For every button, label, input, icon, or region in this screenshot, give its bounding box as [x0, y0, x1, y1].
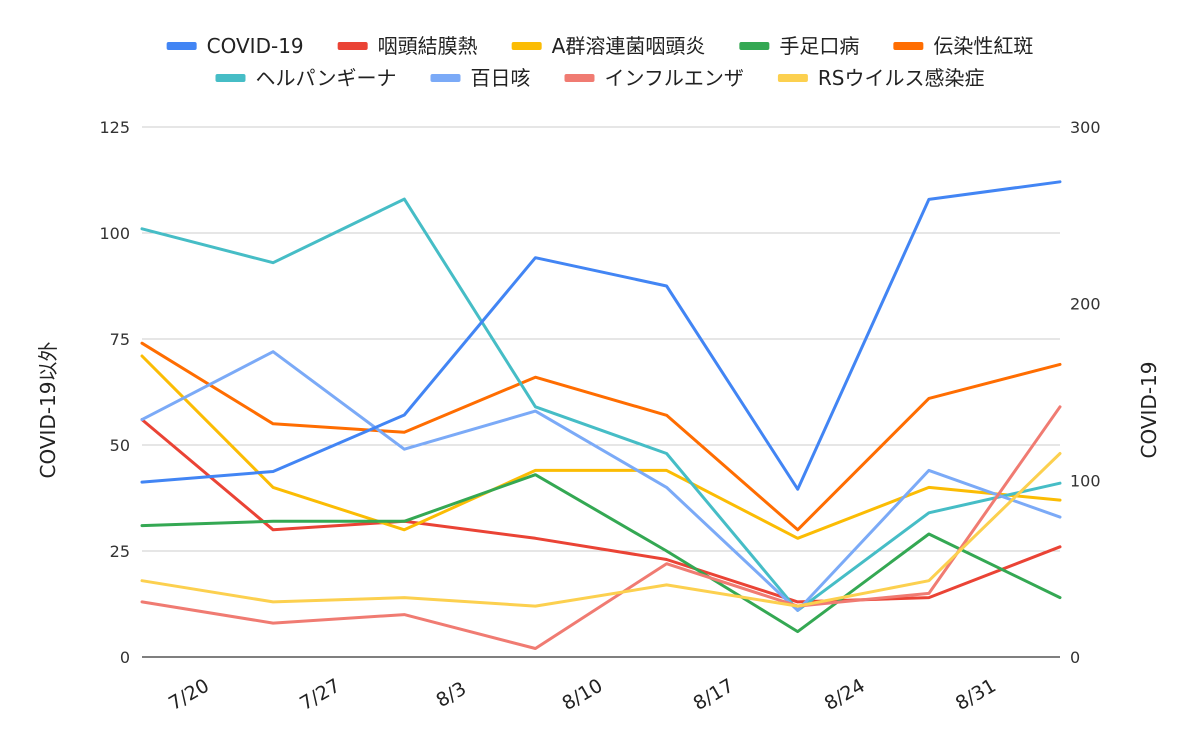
legend-label: RSウイルス感染症 — [818, 66, 985, 90]
series-line — [140, 341, 1062, 532]
legend-item[interactable]: COVID-19 — [166, 34, 304, 58]
right-tick-label: 100 — [1070, 471, 1101, 490]
legend-item[interactable]: 咽頭結膜熱 — [337, 34, 478, 58]
right-axis-ticks: 0 100 200 300 — [1070, 118, 1101, 667]
legend-label: ヘルパンギーナ — [256, 66, 397, 90]
legend-swatch — [893, 42, 924, 50]
legend-item[interactable]: 伝染性紅斑 — [893, 34, 1033, 58]
x-tick-label: 8/10 — [558, 675, 606, 715]
left-axis-title: COVID-19以外 — [36, 341, 60, 478]
legend-swatch — [511, 42, 542, 50]
x-tick-label: 7/20 — [165, 675, 213, 715]
legend-item[interactable]: 手足口病 — [739, 34, 859, 58]
left-tick-label: 0 — [120, 648, 130, 667]
series-line — [140, 473, 1062, 634]
left-tick-label: 25 — [110, 542, 130, 561]
legend-label: COVID-19 — [207, 34, 304, 58]
legend-swatch — [430, 74, 461, 82]
left-tick-label: 75 — [110, 330, 130, 349]
x-tick-label: 8/24 — [821, 675, 869, 715]
series-line — [140, 405, 1062, 650]
x-tick-label: 8/17 — [690, 675, 738, 715]
legend-item[interactable]: インフルエンザ — [564, 66, 744, 90]
series-line — [140, 180, 1062, 491]
series-line — [140, 354, 1062, 540]
right-tick-label: 300 — [1070, 118, 1101, 137]
legend-item[interactable]: 百日咳 — [430, 66, 531, 90]
x-axis-ticks: 7/20 7/27 8/3 8/10 8/17 8/24 8/31 — [165, 675, 1000, 715]
right-axis-title: COVID-19 — [1137, 361, 1161, 458]
x-tick-label: 8/3 — [433, 678, 470, 712]
series-lines — [140, 180, 1062, 650]
legend-swatch — [564, 74, 595, 82]
left-tick-label: 100 — [99, 224, 130, 243]
legend-item[interactable]: RSウイルス感染症 — [777, 66, 985, 90]
gridlines — [142, 126, 1060, 658]
legend-label: A群溶連菌咽頭炎 — [552, 34, 706, 58]
x-tick-label: 8/31 — [952, 675, 1000, 715]
legend-label: 手足口病 — [779, 34, 859, 58]
legend-label: 伝染性紅斑 — [933, 34, 1033, 58]
legend-swatch — [777, 74, 808, 82]
series-line — [140, 418, 1062, 604]
left-tick-label: 50 — [110, 436, 130, 455]
left-axis-ticks: 0 25 50 75 100 125 — [99, 118, 130, 667]
right-tick-label: 200 — [1070, 295, 1101, 314]
left-tick-label: 125 — [99, 118, 130, 137]
legend-label: 咽頭結膜熱 — [378, 34, 478, 58]
legend-label: 百日咳 — [471, 66, 531, 90]
legend-item[interactable]: A群溶連菌咽頭炎 — [511, 34, 706, 58]
legend-item[interactable]: ヘルパンギーナ — [215, 66, 397, 90]
legend-swatch — [166, 42, 197, 50]
right-tick-label: 0 — [1070, 648, 1080, 667]
series-line — [140, 452, 1062, 608]
legend-swatch — [215, 74, 246, 82]
legend-swatch — [739, 42, 770, 50]
series-line — [140, 197, 1062, 612]
legend-label: インフルエンザ — [605, 66, 744, 90]
x-tick-label: 7/27 — [296, 675, 344, 715]
series-line — [140, 350, 1062, 612]
legend-swatch — [337, 42, 368, 50]
